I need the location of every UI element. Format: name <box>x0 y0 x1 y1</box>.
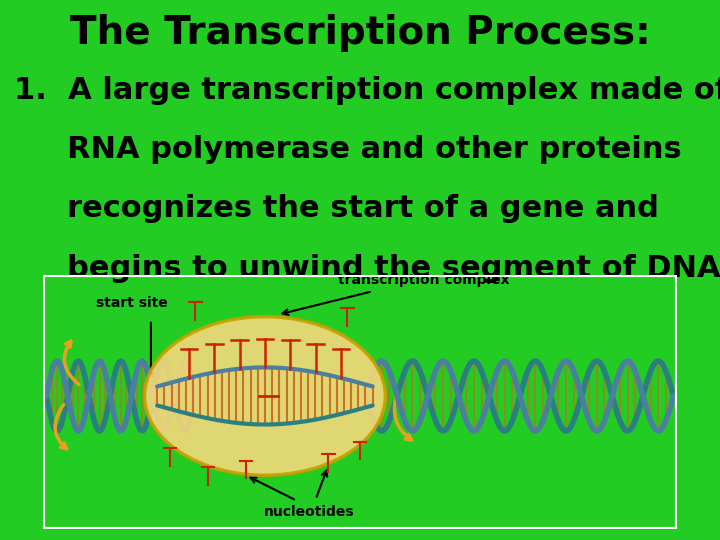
Text: The Transcription Process:: The Transcription Process: <box>70 14 650 51</box>
Text: transcription complex: transcription complex <box>338 273 509 287</box>
Ellipse shape <box>145 316 385 475</box>
Text: begins to unwind the segment of DNA.: begins to unwind the segment of DNA. <box>14 254 720 283</box>
Text: recognizes the start of a gene and: recognizes the start of a gene and <box>14 194 660 224</box>
Text: nucleotides: nucleotides <box>264 505 355 519</box>
Text: 1.  A large transcription complex made of: 1. A large transcription complex made of <box>14 76 720 105</box>
Text: start site: start site <box>96 296 168 310</box>
Text: RNA polymerase and other proteins: RNA polymerase and other proteins <box>14 135 682 164</box>
